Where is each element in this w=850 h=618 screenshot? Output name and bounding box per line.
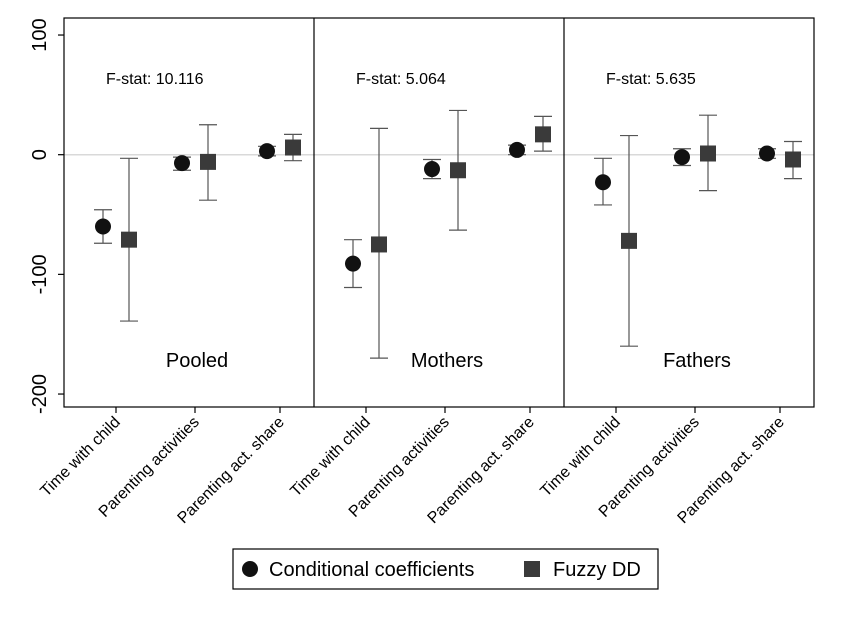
point-fuzzy-dd xyxy=(700,145,716,162)
y-tick-label: 100 xyxy=(29,18,51,51)
point-fuzzy-dd xyxy=(621,232,637,249)
legend-marker-fuzzy-dd xyxy=(524,561,540,577)
panel-label: Pooled xyxy=(166,350,228,372)
y-tick-label: -200 xyxy=(29,374,51,414)
point-conditional xyxy=(259,143,275,160)
point-fuzzy-dd xyxy=(200,153,216,170)
point-fuzzy-dd xyxy=(450,162,466,179)
legend: Conditional coefficients Fuzzy DD xyxy=(232,548,659,590)
panels-layer: Pooled F-stat: 10.116 Mothers F-stat: 5.064… xyxy=(106,71,731,372)
fstat-label: F-stat: 5.635 xyxy=(606,71,696,88)
point-fuzzy-dd xyxy=(535,126,551,143)
legend-marker-conditional xyxy=(242,561,258,577)
point-conditional xyxy=(759,145,775,162)
y-tick-label: -100 xyxy=(29,254,51,294)
panel-label: Fathers xyxy=(663,350,731,372)
point-conditional xyxy=(595,174,611,191)
point-fuzzy-dd xyxy=(285,139,301,156)
panel-label: Mothers xyxy=(411,350,483,372)
fstat-label: F-stat: 5.064 xyxy=(356,71,446,88)
point-conditional xyxy=(345,255,361,272)
point-conditional xyxy=(674,149,690,166)
marks-layer xyxy=(94,109,802,359)
point-fuzzy-dd xyxy=(121,231,137,248)
x-category-label: Time with child xyxy=(287,414,373,500)
legend-label-fuzzy-dd: Fuzzy DD xyxy=(553,559,641,581)
legend-label-conditional: Conditional coefficients xyxy=(269,559,474,581)
x-category-label: Time with child xyxy=(37,414,123,500)
point-conditional xyxy=(509,141,525,158)
point-fuzzy-dd xyxy=(371,236,387,253)
fstat-label: F-stat: 10.116 xyxy=(106,71,204,88)
plot-frame xyxy=(63,17,815,408)
point-conditional xyxy=(174,155,190,172)
x-category-label: Time with child xyxy=(537,414,623,500)
legend-box xyxy=(232,548,659,590)
point-conditional xyxy=(424,161,440,178)
point-fuzzy-dd xyxy=(785,151,801,168)
point-conditional xyxy=(95,218,111,235)
y-tick-label: 0 xyxy=(29,149,51,160)
